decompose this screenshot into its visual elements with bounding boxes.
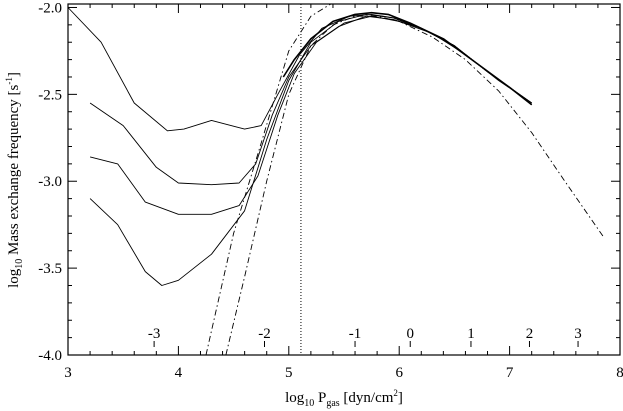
series-line-5: [282, 11, 533, 106]
x-tick-label: 6: [395, 365, 403, 381]
y-tick-label: -4.0: [38, 348, 62, 364]
x-tick-label: 3: [64, 365, 72, 381]
x-tick-label: 7: [506, 365, 514, 381]
series-line-7: [225, 15, 604, 356]
series-line-1: [67, 7, 532, 132]
y-tick-label: -2.5: [38, 87, 62, 103]
inner-axis-label: -1: [349, 326, 362, 342]
inner-axis-label: -3: [148, 326, 161, 342]
x-tick-label: 5: [285, 365, 293, 381]
series-line-6: [205, 3, 332, 356]
y-tick-label: -2.0: [38, 0, 62, 16]
y-tick-label: -3.0: [38, 174, 62, 190]
y-axis-label: log10 Mass exchange frequency [s-1]: [4, 72, 25, 288]
series-line-3: [89, 15, 532, 215]
x-axis-label: log10 Pgas [dyn/cm2]: [285, 388, 403, 409]
inner-axis-label: -2: [258, 326, 271, 342]
x-tick-label: 8: [616, 365, 623, 381]
inner-axis-label: 2: [526, 326, 534, 342]
inner-axis-label: 0: [406, 326, 414, 342]
x-tick-label: 4: [175, 365, 183, 381]
inner-axis-label: 1: [467, 326, 475, 342]
inner-axis-label: 3: [574, 326, 582, 342]
y-tick-label: -3.5: [38, 261, 62, 277]
plot-frame: [67, 3, 621, 356]
